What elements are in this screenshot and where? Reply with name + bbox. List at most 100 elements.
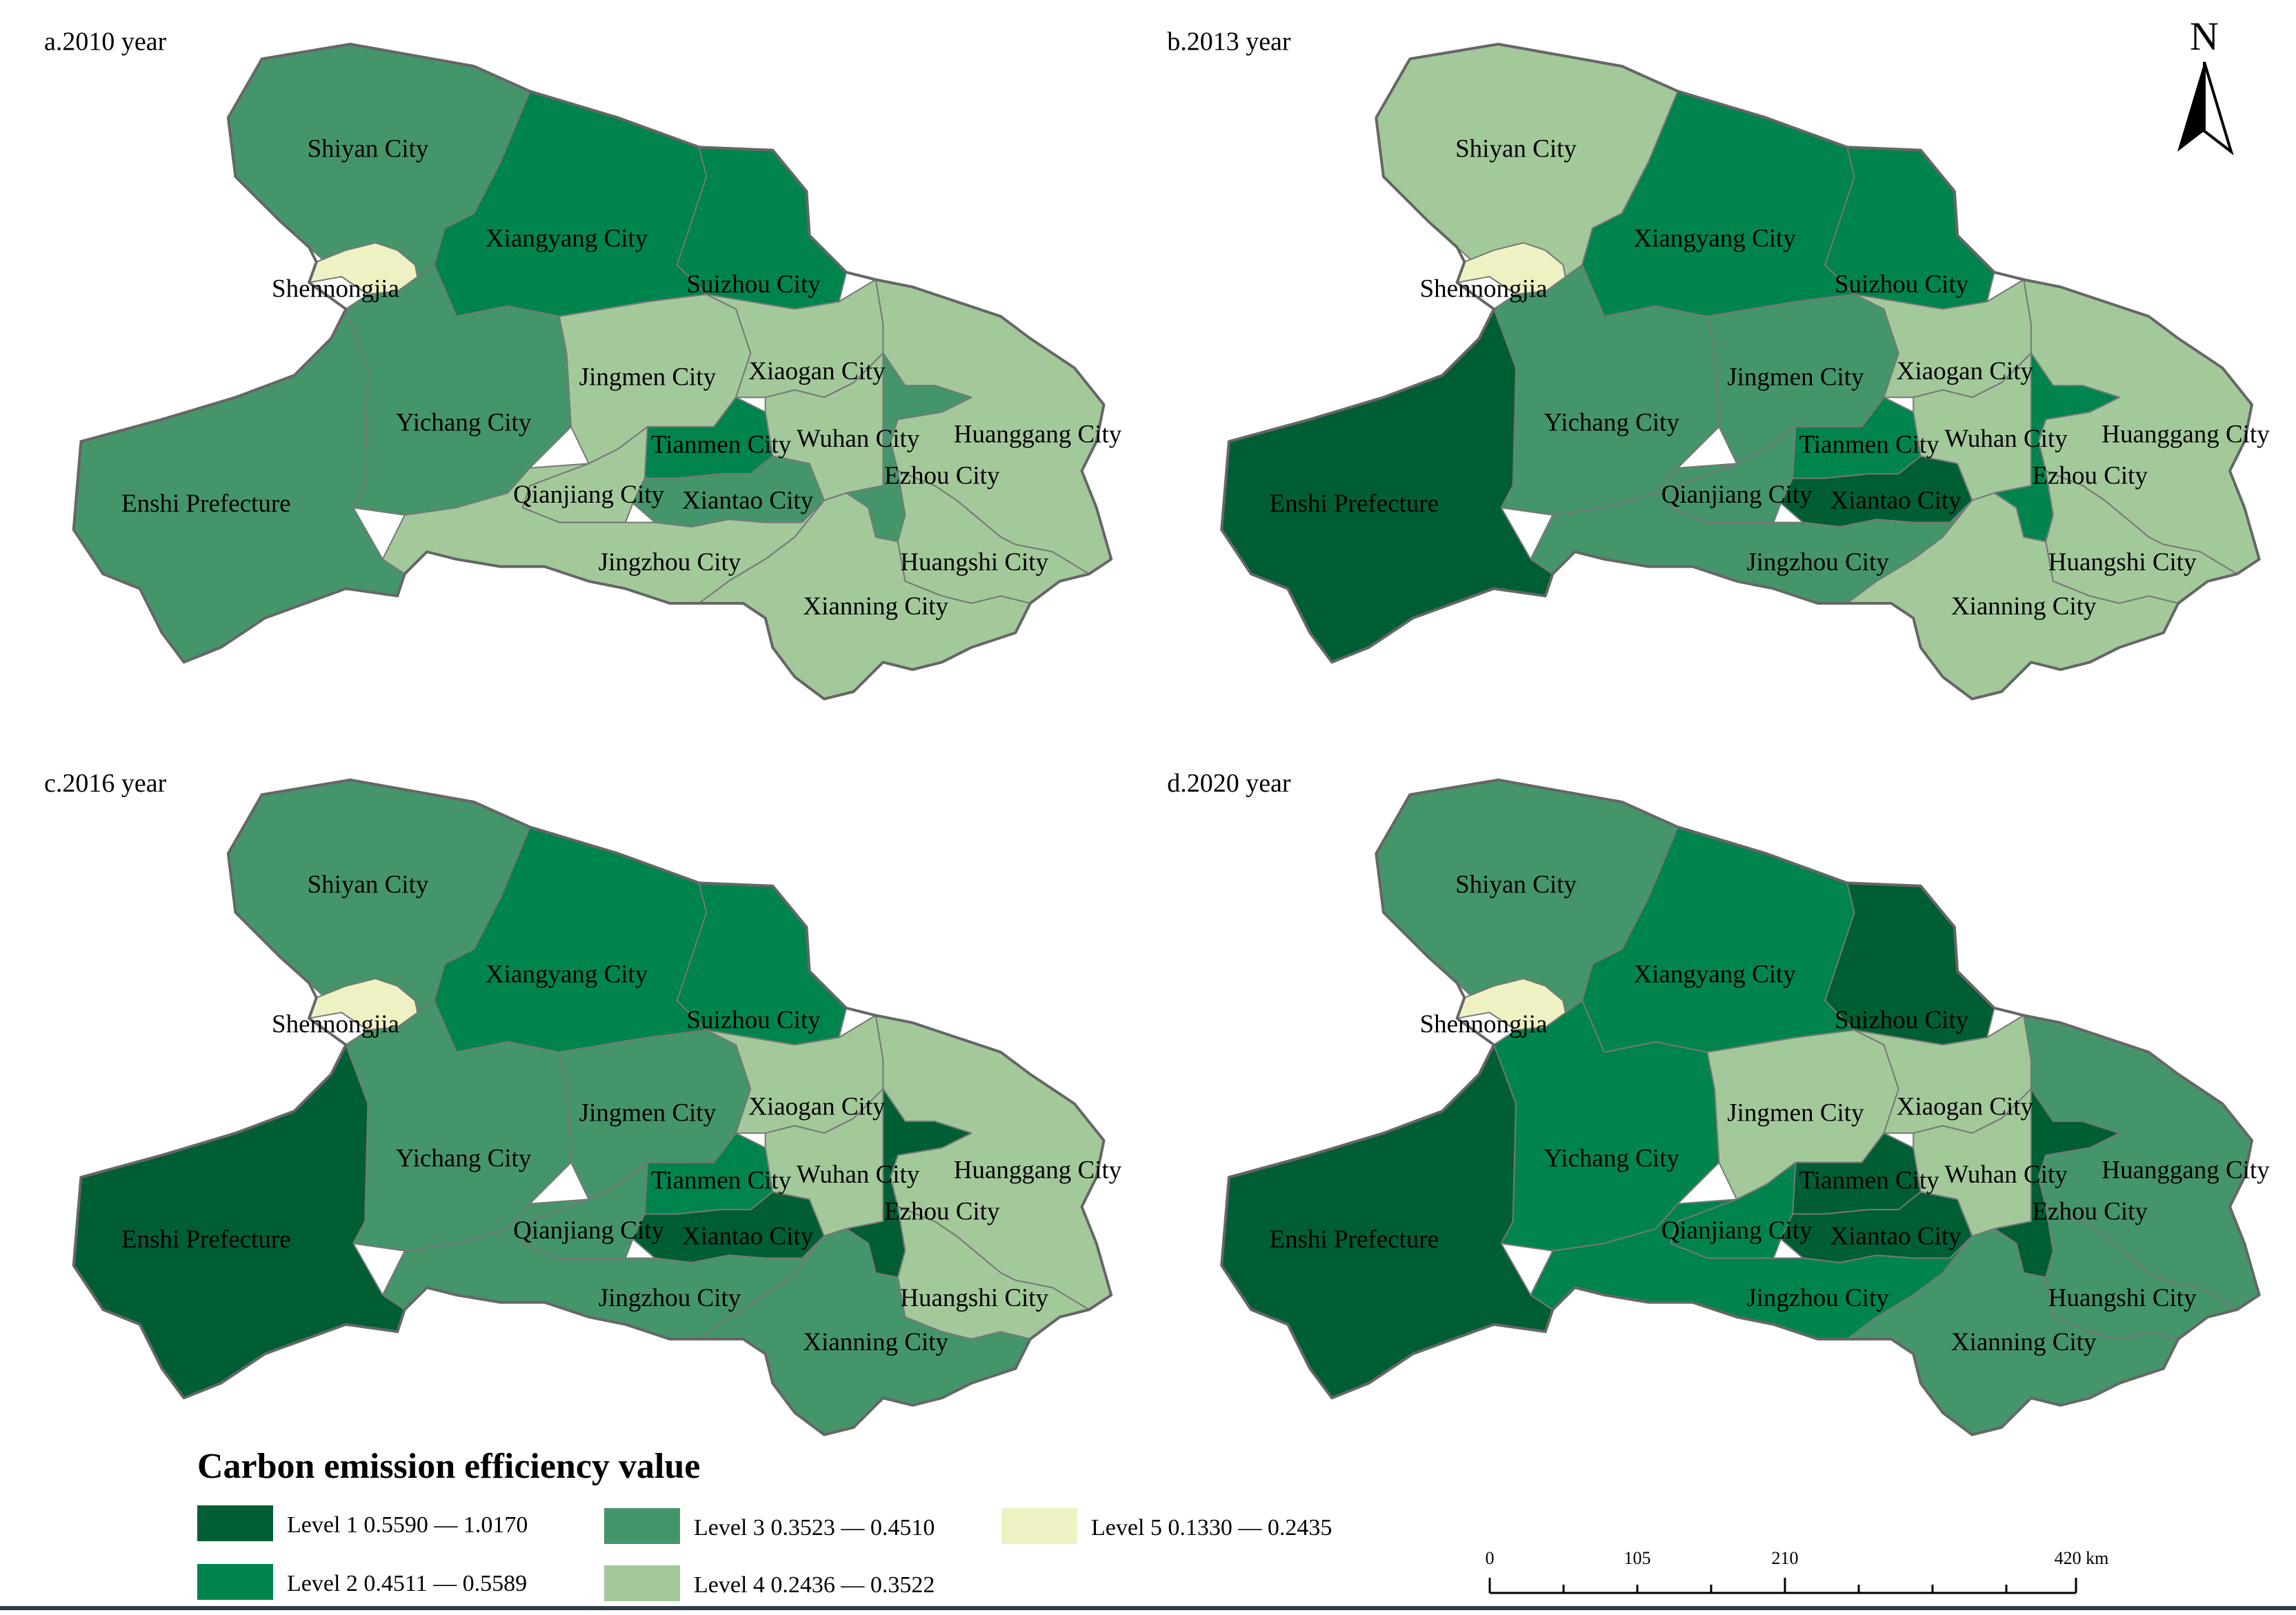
city-label-huanggang: Huanggang City [954,1156,1122,1185]
province-outline [1220,779,2261,1436]
city-label-yichang: Yichang City [396,1144,532,1172]
legend: Carbon emission efficiency value Level 1… [197,1447,1332,1601]
city-label-ezhou: Ezhou City [2032,1197,2148,1225]
province-outline [1220,43,2261,701]
city-label-xianning: Xianning City [803,1328,948,1356]
city-label-shennongjia: Shennongjia [1420,1010,1548,1039]
scale-tick-105: 105 [1624,1548,1651,1568]
legend-swatch-level-2 [197,1564,273,1600]
city-label-huangshi: Huangshi City [2048,1284,2197,1312]
panel-title: c.2016 year [44,769,167,798]
city-label-xianning: Xianning City [1951,592,2097,621]
city-label-xiaogan: Xiaogan City [748,357,886,385]
map-panel-4: d.2020 year Shiyan City Xiangyang City Suiz… [1167,769,2270,1436]
city-label-jingmen: Jingmen City [1727,1099,1864,1127]
province-outline [72,779,1113,1436]
city-label-suizhou: Suizhou City [686,270,821,299]
city-label-yichang: Yichang City [1544,409,1680,437]
city-label-jingzhou: Jingzhou City [1746,548,1889,576]
legend-label-level-2: Level 2 0.4511 — 0.5589 [287,1571,527,1596]
city-label-jingzhou: Jingzhou City [599,1284,741,1312]
city-label-jingzhou: Jingzhou City [599,548,741,576]
scale-bar: 0 105 210 420 km [1486,1548,2109,1594]
city-label-qianjiang: Qianjiang City [1661,481,1813,509]
city-label-ezhou: Ezhou City [2032,461,2148,490]
legend-label-level-3: Level 3 0.3523 — 0.4510 [694,1515,935,1541]
city-label-tianmen: Tianmen City [651,431,792,459]
city-label-suizhou: Suizhou City [686,1006,821,1034]
city-label-xiantao: Xiantao City [682,1223,814,1251]
city-label-jingzhou: Jingzhou City [1746,1284,1889,1312]
city-label-jingmen: Jingmen City [1727,363,1864,391]
city-label-yichang: Yichang City [396,409,532,437]
city-label-shiyan: Shiyan City [1455,135,1577,163]
legend-swatch-level-4 [604,1565,680,1601]
city-label-xiantao: Xiantao City [1830,487,1962,515]
city-label-huangshi: Huangshi City [900,548,1048,576]
city-label-yichang: Yichang City [1544,1144,1680,1172]
north-arrow: N [2177,14,2234,156]
legend-label-level-5: Level 5 0.1330 — 0.2435 [1091,1515,1332,1541]
city-label-ezhou: Ezhou City [884,1197,1000,1225]
city-label-huangshi: Huangshi City [2048,548,2197,576]
city-label-qianjiang: Qianjiang City [1661,1216,1813,1245]
city-label-suizhou: Suizhou City [1835,1006,1969,1034]
region-enshi [1221,1044,1554,1399]
city-label-tianmen: Tianmen City [651,1166,792,1194]
city-label-jingmen: Jingmen City [579,363,717,391]
north-arrow-right-half [2203,61,2234,156]
scale-tick-210: 210 [1772,1548,1799,1568]
region-enshi [72,1044,406,1399]
bottom-rule [0,1606,2296,1610]
city-label-suizhou: Suizhou City [1835,270,1969,299]
legend-swatch-level-3 [604,1508,680,1544]
panel-title: a.2010 year [44,28,167,57]
city-label-xiantao: Xiantao City [682,487,814,515]
city-label-shiyan: Shiyan City [1455,871,1577,899]
city-label-huanggang: Huanggang City [2102,1156,2270,1185]
province-outline [72,43,1113,701]
map-panel-1: a.2010 year Shiyan City Xiangyang City Suiz… [44,28,1122,701]
city-label-shennongjia: Shennongjia [272,1010,399,1039]
city-label-xiaogan: Xiaogan City [748,1093,886,1121]
city-label-tianmen: Tianmen City [1799,431,1939,459]
city-label-wuhan: Wuhan City [797,1161,920,1189]
city-label-huanggang: Huanggang City [2102,421,2270,449]
city-label-shennongjia: Shennongjia [1420,274,1548,303]
map-panel-2: b.2013 year Shiyan City Xiangyang City Suiz… [1167,28,2270,701]
legend-swatch-level-5 [1001,1508,1077,1544]
city-label-xiantao: Xiantao City [1830,1223,1962,1251]
city-label-huanggang: Huanggang City [954,421,1122,449]
map-panel-3: c.2016 year Shiyan City Xiangyang City Suiz… [44,769,1122,1436]
legend-label-level-4: Level 4 0.2436 — 0.3522 [694,1572,935,1598]
city-label-xiangyang: Xiangyang City [486,225,648,253]
city-label-shiyan: Shiyan City [308,871,429,899]
city-label-xiaogan: Xiaogan City [1897,1093,2034,1121]
city-label-jingmen: Jingmen City [579,1099,717,1127]
north-arrow-left-half [2177,62,2204,152]
north-arrow-label: N [2190,14,2219,59]
map-panels: a.2010 year Shiyan City Xiangyang City Suiz… [44,28,2270,1436]
panel-title: d.2020 year [1167,769,1291,798]
city-label-wuhan: Wuhan City [797,425,920,453]
city-label-xiangyang: Xiangyang City [1633,225,1796,253]
city-label-xiaogan: Xiaogan City [1897,357,2034,385]
city-label-tianmen: Tianmen City [1799,1166,1939,1194]
city-label-shennongjia: Shennongjia [272,274,399,303]
city-label-xiangyang: Xiangyang City [486,961,648,989]
region-enshi [72,308,406,663]
city-label-enshi: Enshi Prefecture [1270,490,1439,518]
city-label-xianning: Xianning City [1951,1328,2097,1356]
city-label-enshi: Enshi Prefecture [121,1225,291,1254]
city-label-wuhan: Wuhan City [1944,425,2068,453]
city-label-qianjiang: Qianjiang City [513,1216,664,1245]
city-label-xianning: Xianning City [803,592,948,621]
city-label-enshi: Enshi Prefecture [1270,1225,1439,1254]
city-label-shiyan: Shiyan City [308,135,429,163]
legend-label-level-1: Level 1 0.5590 — 1.0170 [287,1512,528,1538]
scale-tick-420: 420 km [2055,1548,2109,1568]
city-label-huangshi: Huangshi City [900,1284,1048,1312]
scale-tick-0: 0 [1486,1548,1495,1568]
city-label-xiangyang: Xiangyang City [1633,961,1796,989]
